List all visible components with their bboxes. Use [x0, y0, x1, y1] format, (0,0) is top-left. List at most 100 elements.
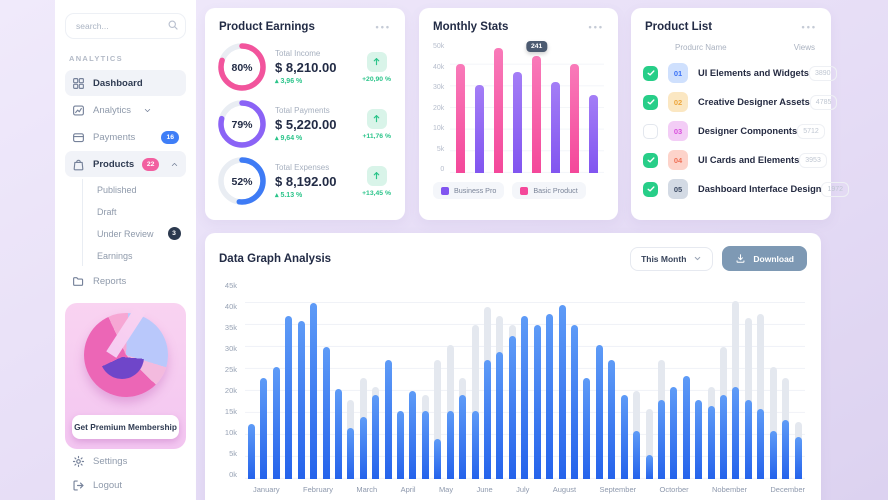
earnings-rows: 80% Total Income $ 8,210.00 ▴ 3,96 % +20… — [205, 33, 405, 206]
sidebar-item-analytics[interactable]: Analytics — [65, 97, 186, 123]
legend-label: Basic Product — [533, 186, 578, 195]
bar — [794, 281, 802, 479]
earnings-row-total-payments: 79% Total Payments $ 5,220.00 ▴ 9,64 % +… — [217, 99, 391, 149]
card-title: Product List — [645, 21, 713, 33]
x-tick: May — [438, 485, 454, 494]
card-menu-icon[interactable] — [802, 23, 817, 32]
bar — [608, 281, 616, 479]
sidebar-item-label: Draft — [97, 206, 117, 217]
download-button[interactable]: Download — [722, 246, 807, 271]
metric-delta: ▴ 9,64 % — [275, 135, 303, 142]
sidebar-item-reports[interactable]: Reports — [65, 268, 186, 294]
count-badge: 22 — [142, 157, 160, 171]
sidebar-item-payments[interactable]: Payments 16 — [65, 124, 186, 150]
y-tick: 20k — [433, 104, 445, 112]
chevron-down-icon — [143, 106, 152, 115]
sidebar-item-label: Payments — [93, 131, 136, 143]
products-icon — [72, 158, 85, 171]
sidebar-item-products[interactable]: Products 22 — [65, 151, 186, 177]
plot-area: 241 — [450, 41, 604, 173]
y-tick: 20k — [224, 386, 237, 395]
x-tick: March — [356, 485, 378, 494]
bar — [297, 281, 305, 479]
donut-chart: 79% — [218, 100, 266, 148]
count-badge: 3 — [167, 227, 181, 240]
card-title: Monthly Stats — [433, 21, 509, 33]
metric-amount: $ 8,210.00 — [275, 60, 337, 75]
get-premium-button[interactable]: Get Premium Membership — [72, 415, 179, 439]
sidebar-nav: Dashboard Analytics Payments 16 Products 22 Pu… — [65, 70, 186, 294]
legend-swatch — [441, 186, 449, 195]
chevron-down-icon — [693, 254, 702, 263]
checkbox[interactable] — [643, 152, 658, 168]
period-select[interactable]: This Month — [630, 246, 714, 271]
product-views: 3890 — [808, 65, 837, 81]
product-number-badge: 01 — [668, 63, 688, 83]
metric-change: +20,90 % — [362, 75, 391, 83]
x-tick: December — [770, 485, 805, 494]
checkbox[interactable] — [643, 123, 658, 139]
y-tick: 0 — [440, 166, 445, 173]
count-badge: 16 — [161, 130, 179, 144]
sidebar-item-under-review[interactable]: Under Review 3 — [95, 223, 186, 244]
bar-basic-product — [570, 43, 580, 173]
x-tick: July — [516, 485, 530, 494]
logout-icon — [72, 479, 85, 492]
card-menu-icon[interactable] — [589, 23, 604, 32]
data-graph-card: Data Graph Analysis This Month Download … — [205, 233, 821, 500]
x-tick: Nobember — [712, 485, 748, 494]
y-tick: 10k — [224, 428, 237, 437]
sidebar-item-logout[interactable]: Logout — [65, 474, 186, 497]
trend-up-tile — [366, 165, 387, 186]
bar — [310, 281, 318, 479]
metric-delta: ▴ 5.13 % — [275, 192, 303, 199]
card-menu-icon[interactable] — [376, 23, 391, 32]
bar — [695, 281, 703, 479]
donut-percent: 80% — [231, 62, 253, 74]
bar — [508, 281, 516, 479]
bar — [322, 281, 330, 479]
checkbox[interactable] — [643, 94, 658, 110]
checkbox[interactable] — [643, 181, 658, 197]
search-input[interactable] — [65, 13, 186, 39]
product-name: Dashboard Interface Design — [698, 184, 822, 194]
bar — [558, 281, 566, 479]
y-tick: 45k — [224, 281, 237, 290]
sidebar-item-draft[interactable]: Draft — [95, 201, 186, 222]
x-tick: June — [476, 485, 493, 494]
y-tick: 5k — [229, 449, 237, 458]
metric-change: +13,45 % — [362, 189, 391, 197]
bar — [720, 281, 728, 479]
bar — [459, 281, 467, 479]
y-tick: 50k — [433, 43, 445, 50]
sidebar-item-earnings[interactable]: Earnings — [95, 245, 186, 266]
donut-chart: 52% — [218, 157, 266, 205]
sidebar-item-published[interactable]: Published — [95, 179, 186, 200]
chart-legend: Business Pro Basic Product — [419, 173, 618, 199]
bar — [633, 281, 641, 479]
card-title: Product Earnings — [219, 21, 315, 33]
x-tick: August — [552, 485, 577, 494]
chart-tooltip: 241 — [525, 41, 548, 52]
bar — [272, 281, 280, 479]
plot-area — [245, 281, 805, 479]
sidebar-item-dashboard[interactable]: Dashboard — [65, 70, 186, 96]
bar — [471, 281, 479, 479]
sidebar-item-label: Products — [93, 158, 135, 170]
bar — [583, 281, 591, 479]
bar — [769, 281, 777, 479]
sidebar-item-label: Settings — [93, 456, 128, 467]
x-tick: January — [253, 485, 280, 494]
y-tick: 40k — [224, 302, 237, 311]
sidebar-item-label: Reports — [93, 275, 127, 287]
bar — [285, 281, 293, 479]
product-earnings-card: Product Earnings 80% Total Income $ 8,21… — [205, 8, 405, 220]
metric-change: +11,76 % — [362, 132, 391, 140]
sidebar-item-settings[interactable]: Settings — [65, 450, 186, 473]
checkbox[interactable] — [643, 65, 658, 81]
trend-up-tile — [366, 51, 387, 72]
y-tick: 5k — [436, 145, 445, 153]
earnings-row-total-expenses: 52% Total Expenses $ 8,192.00 ▴ 5.13 % +… — [217, 156, 391, 206]
bar-business-pro — [475, 43, 485, 173]
y-tick: 35k — [224, 323, 237, 332]
